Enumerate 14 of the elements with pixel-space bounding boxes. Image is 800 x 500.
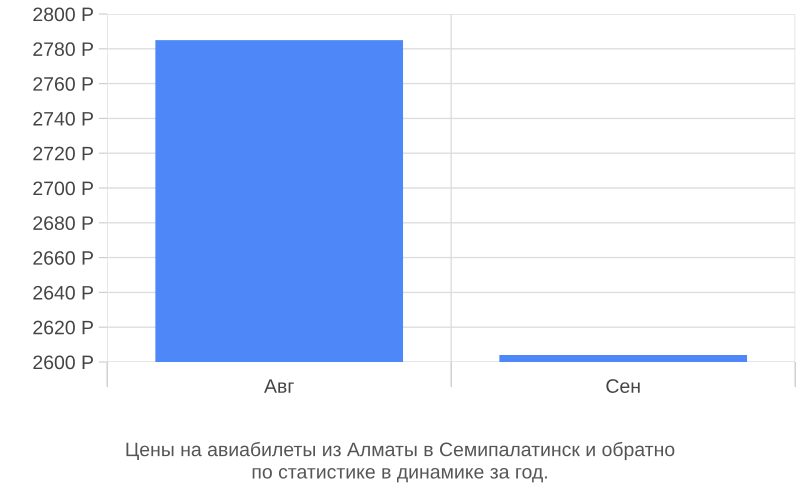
x-tick-label: Сен — [606, 379, 640, 393]
y-tick-label: 2680 Р — [33, 216, 93, 230]
y-tick-label: 2720 Р — [33, 146, 93, 160]
y-tick-label: 2660 Р — [33, 251, 93, 265]
y-tick-label: 2620 Р — [33, 320, 93, 334]
y-tick-label: 2800 Р — [33, 7, 93, 22]
y-tick-label: 2700 Р — [33, 181, 93, 196]
y-tick-label: 2640 Р — [33, 286, 93, 300]
text: Цены на авиабилеты из Алматы в Семипалатинск и обратно по статистике в динамике за год. — [126, 442, 674, 482]
y-tick-label: 2760 Р — [33, 77, 93, 91]
y-tick-label: 2740 Р — [33, 112, 93, 126]
x-tick-label: Авг — [264, 379, 294, 393]
y-tick-label: 2600 Р — [33, 355, 93, 370]
y-tick-label: 2780 Р — [33, 42, 93, 56]
